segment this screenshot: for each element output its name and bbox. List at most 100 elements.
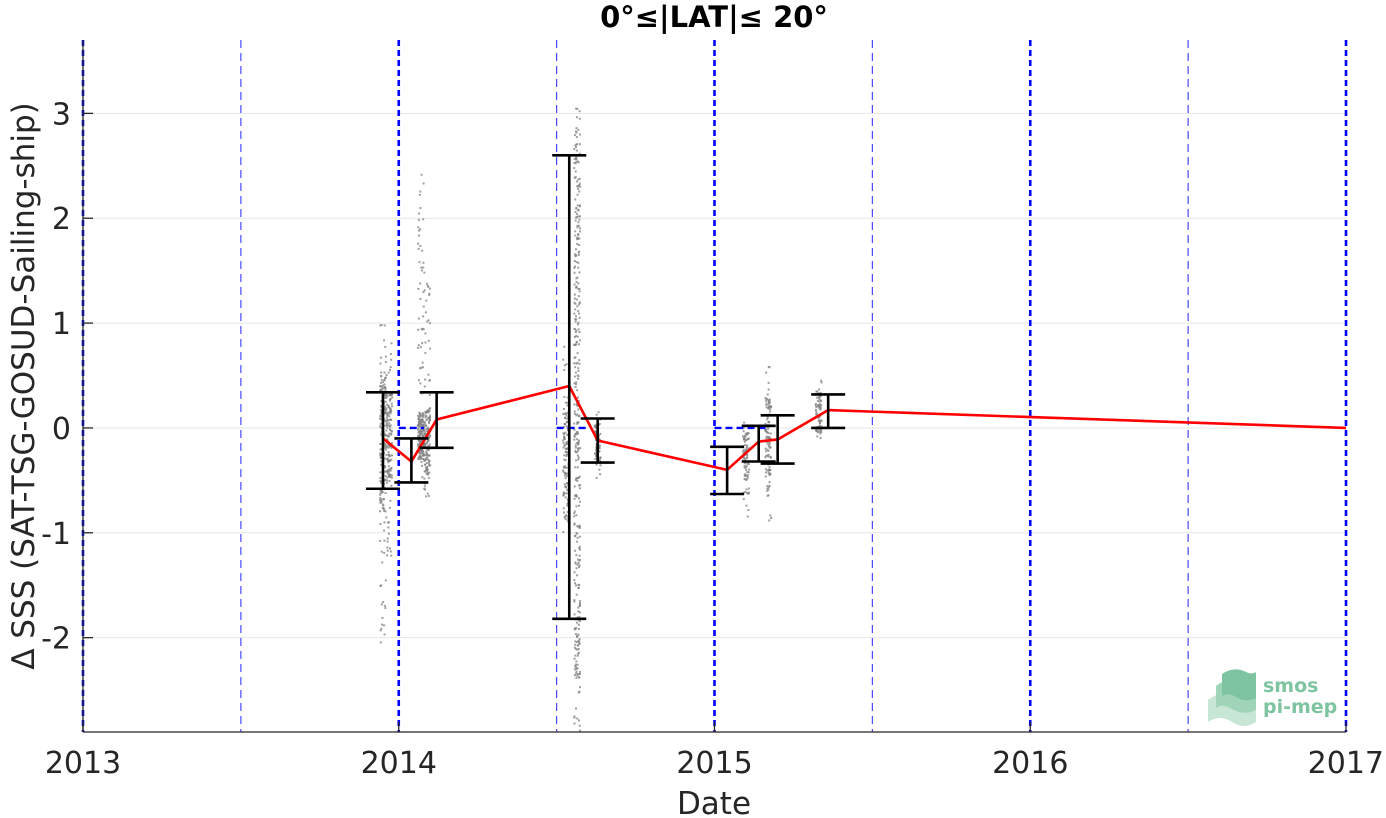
raw-point: [816, 435, 819, 438]
raw-point: [577, 476, 580, 479]
raw-point: [575, 261, 578, 264]
raw-point: [383, 529, 386, 532]
raw-point: [385, 446, 388, 449]
raw-point: [417, 457, 420, 460]
raw-point: [595, 413, 598, 416]
raw-point: [578, 642, 581, 645]
raw-point: [379, 641, 382, 644]
raw-point: [386, 395, 389, 398]
raw-point: [389, 394, 392, 397]
raw-point: [578, 343, 581, 346]
raw-point: [746, 475, 749, 478]
raw-point: [573, 301, 576, 304]
raw-point: [576, 276, 579, 279]
raw-point: [427, 427, 430, 430]
raw-point: [425, 472, 428, 475]
raw-point: [562, 412, 565, 415]
raw-point: [424, 332, 427, 335]
raw-point: [743, 438, 746, 441]
raw-point: [575, 156, 578, 159]
raw-point: [420, 269, 423, 272]
raw-point: [766, 489, 769, 492]
raw-point: [384, 444, 387, 447]
raw-point: [383, 424, 386, 427]
raw-point: [426, 456, 429, 459]
raw-point: [575, 286, 578, 289]
raw-point: [577, 221, 580, 224]
raw-point: [388, 468, 391, 471]
raw-point: [767, 471, 770, 474]
raw-point: [575, 414, 578, 417]
raw-point: [420, 173, 423, 176]
raw-point: [425, 467, 428, 470]
raw-point: [576, 454, 579, 457]
raw-point: [384, 412, 387, 415]
raw-point: [565, 453, 568, 456]
raw-point: [417, 423, 420, 426]
raw-point: [417, 344, 420, 347]
raw-point: [578, 237, 581, 240]
raw-point: [578, 564, 581, 567]
raw-point: [577, 691, 580, 694]
raw-point: [573, 428, 576, 431]
raw-point: [563, 417, 566, 420]
raw-point: [423, 487, 426, 490]
raw-point: [573, 271, 576, 274]
raw-point: [576, 193, 579, 196]
raw-point: [379, 422, 382, 425]
raw-point: [388, 455, 391, 458]
raw-point: [379, 492, 382, 495]
raw-point: [595, 449, 598, 452]
raw-point: [574, 302, 577, 305]
raw-point: [428, 462, 431, 465]
raw-point: [380, 627, 383, 630]
raw-point: [384, 442, 387, 445]
raw-point: [577, 633, 580, 636]
raw-point: [426, 472, 429, 475]
raw-point: [574, 210, 577, 213]
raw-point: [428, 414, 431, 417]
raw-point: [428, 417, 431, 420]
raw-point: [386, 439, 389, 442]
raw-point: [765, 406, 768, 409]
raw-point: [564, 518, 567, 521]
raw-point: [423, 271, 426, 274]
raw-point: [579, 227, 582, 230]
raw-point: [819, 402, 822, 405]
raw-point: [577, 232, 580, 235]
raw-point: [565, 475, 568, 478]
raw-point: [423, 289, 426, 292]
raw-point: [419, 228, 422, 231]
raw-point: [743, 478, 746, 481]
raw-point: [420, 460, 423, 463]
raw-point: [818, 425, 821, 428]
raw-point: [429, 347, 432, 350]
raw-point: [575, 451, 578, 454]
raw-point: [423, 442, 426, 445]
raw-point: [379, 499, 382, 502]
raw-point: [769, 442, 772, 445]
raw-point: [427, 458, 430, 461]
raw-point: [380, 400, 383, 403]
raw-point: [576, 563, 579, 566]
raw-point: [575, 641, 578, 644]
raw-point: [379, 417, 382, 420]
raw-point: [573, 485, 576, 488]
raw-point: [379, 479, 382, 482]
raw-point: [575, 277, 578, 280]
raw-point: [745, 488, 748, 491]
raw-point: [386, 403, 389, 406]
raw-point: [577, 209, 580, 212]
raw-point: [384, 396, 387, 399]
raw-point: [577, 377, 580, 380]
raw-point: [417, 218, 420, 221]
raw-point: [566, 499, 569, 502]
raw-point: [388, 506, 391, 509]
raw-point: [575, 670, 578, 673]
error-bar: [741, 424, 776, 463]
logo-waves-icon: [1208, 669, 1256, 726]
raw-point: [417, 226, 420, 229]
raw-point: [387, 451, 390, 454]
raw-point: [766, 485, 769, 488]
raw-point: [576, 663, 579, 666]
